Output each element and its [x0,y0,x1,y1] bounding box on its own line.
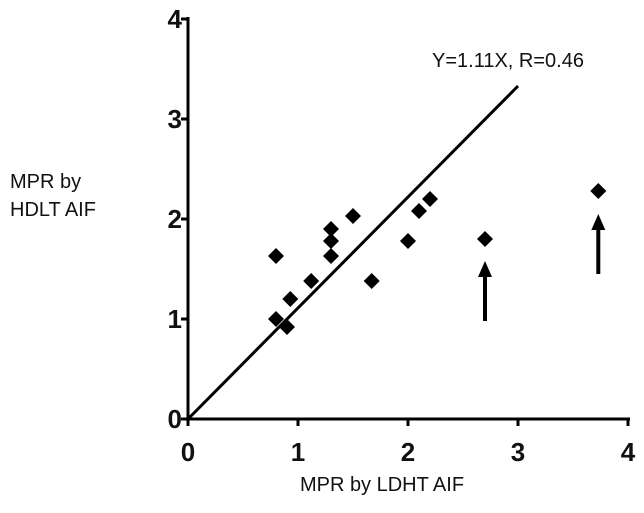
y-axis-label: MPR by HDLT AIF [10,168,170,224]
data-point [323,248,339,264]
arrow-head [478,261,492,277]
data-point [345,208,361,224]
axes [186,17,630,421]
regression-annotation: Y=1.11X, R=0.46 [432,50,584,72]
data-point [363,273,380,289]
x-tick-label: 1 [291,437,305,467]
y-tick-label: 4 [168,4,183,34]
data-point [279,319,295,335]
x-axis-label: MPR by LDHT AIF [299,474,465,496]
x-tick-label: 2 [401,437,415,467]
y-tick-label: 0 [168,404,182,434]
fit-line-group [186,84,520,421]
y-tick-label: 3 [168,104,182,134]
y-tick-label: 1 [168,304,182,334]
data-point [590,183,607,199]
points-group [268,183,607,335]
x-tick-label: 3 [511,437,525,467]
tick-labels: 0 1 2 3 4 0 1 2 3 4 [168,4,636,467]
fit-line [186,84,520,421]
arrows-group [478,214,606,321]
y-tick-label: 2 [168,204,182,234]
data-point [323,233,339,249]
y-axis-label-line-1: MPR by [10,171,82,193]
y-axis-label-line-2: HDLT AIF [10,199,96,221]
arrow-head [591,214,606,230]
data-point [303,273,320,289]
data-point [268,248,284,264]
data-point [268,311,284,327]
x-tick-label: 0 [181,437,195,467]
data-point [411,203,427,219]
data-point [282,291,299,307]
data-point [323,221,339,237]
data-point [422,191,438,207]
data-point [477,231,493,247]
x-tick-label: 4 [621,437,636,467]
data-point [400,233,416,249]
